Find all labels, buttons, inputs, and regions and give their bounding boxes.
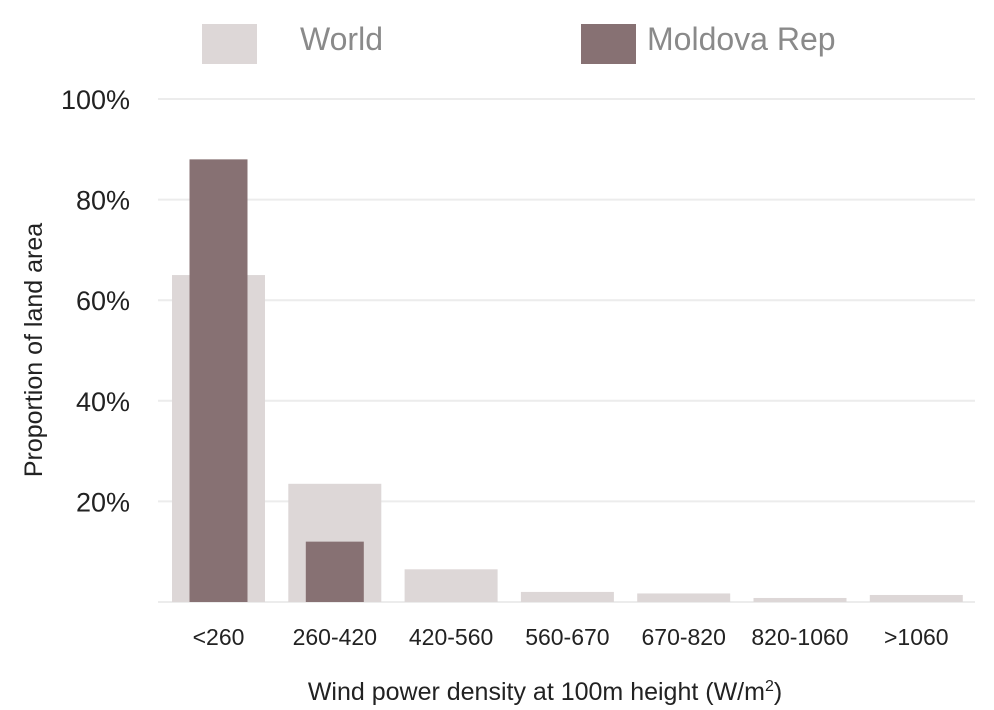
legend-swatch	[581, 24, 636, 64]
y-tick-label: 60%	[76, 286, 130, 316]
x-tick-label: 560-670	[525, 624, 609, 650]
x-axis-title-main: Wind power density at 100m height (W/m	[308, 678, 765, 706]
y-tick-label: 100%	[61, 85, 130, 115]
x-axis-title: Wind power density at 100m height (W/m2)	[308, 678, 782, 706]
x-tick-label: <260	[193, 624, 245, 650]
bar-world	[869, 594, 963, 602]
legend: World Moldova Rep	[202, 21, 836, 64]
bar-world	[753, 597, 847, 602]
x-tick-labels: <260 260-420 420-560 560-670 670-820 820-1060…	[193, 624, 949, 650]
y-tick-label: 40%	[76, 387, 130, 417]
y-axis-title: Proportion of land area	[20, 223, 48, 477]
y-tick-label: 80%	[76, 186, 130, 216]
legend-label: World	[300, 21, 383, 57]
y-tick-labels: 20% 40% 60% 80% 100%	[61, 85, 130, 517]
bar-moldova	[305, 541, 364, 602]
x-tick-label: 820-1060	[751, 624, 848, 650]
bars	[172, 159, 963, 603]
x-tick-label: 260-420	[293, 624, 377, 650]
gridlines	[158, 98, 975, 603]
x-axis-title-superscript: 2	[765, 678, 774, 695]
legend-swatch	[202, 24, 257, 64]
x-tick-label: >1060	[884, 624, 949, 650]
bar-world	[404, 569, 498, 602]
bar-moldova	[189, 159, 248, 603]
x-tick-label: 670-820	[641, 624, 725, 650]
legend-label: Moldova Rep	[647, 21, 836, 57]
x-axis-title-end: )	[774, 678, 782, 706]
bar-world	[520, 591, 614, 602]
x-tick-label: 420-560	[409, 624, 493, 650]
bar-world	[637, 593, 731, 602]
y-tick-label: 20%	[76, 487, 130, 517]
